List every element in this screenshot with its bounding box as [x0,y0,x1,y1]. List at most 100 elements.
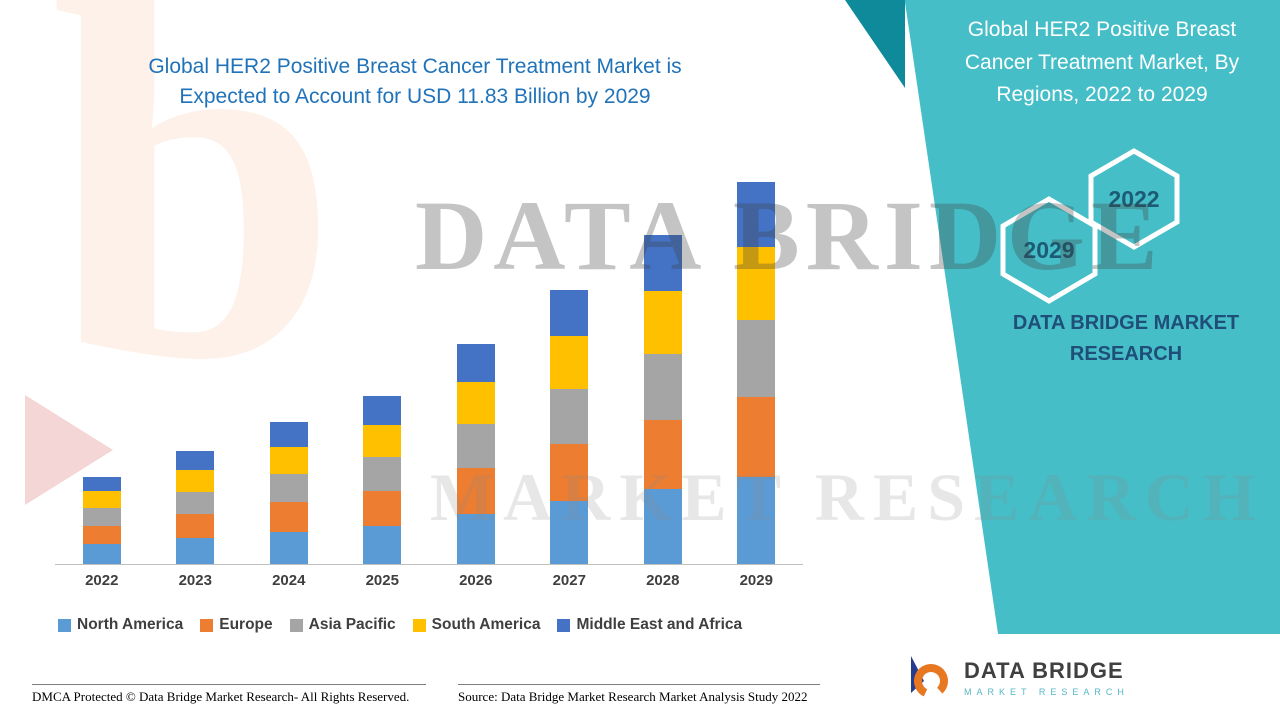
bar-column-2027 [523,175,617,564]
x-tick-label: 2024 [272,572,306,589]
bar-segment [643,420,682,490]
bar-segment [737,182,776,247]
x-tick-label: 2026 [459,572,493,589]
legend-label: North America [77,616,184,633]
source-note: Source: Data Bridge Market Research Mark… [458,684,820,705]
chart-title: Global HER2 Positive Breast Cancer Treat… [70,52,760,113]
panel-heading: Global HER2 Positive Breast Cancer Treat… [964,18,1240,107]
bar-segment [176,470,215,492]
bar-stack [643,234,682,564]
x-tick-label: 2025 [365,572,399,589]
legend-swatch [58,618,71,632]
bar-segment [363,457,402,491]
bar-stack [550,289,589,564]
year-badge-2022-label: 2022 [1108,185,1160,212]
bar-stack [737,182,776,564]
bar-stack [363,396,402,564]
chart-legend: North America Europe Asia Pacific South Ame… [58,616,838,634]
bar-segment [82,491,121,509]
legend-item: Europe [200,616,273,634]
x-axis-labels: 2022 2023 2024 2025 2026 2027 2028 2029 [55,572,803,589]
year-badge-2029-label: 2029 [1023,236,1075,263]
bar-segment [737,246,776,321]
bar-segment [550,388,589,444]
legend-label: Asia Pacific [308,616,396,633]
bar-segment [456,344,495,382]
bar-segment [176,491,215,515]
dmca-notice: DMCA Protected © Data Bridge Market Rese… [32,684,426,705]
bar-segment [456,513,495,564]
bar-segment [363,424,402,458]
bar-segment [176,538,215,564]
bar-segment [456,381,495,424]
bar-column-2023 [149,175,243,564]
bar-segment [269,502,308,532]
bar-segment [269,446,308,474]
bar-segment [269,531,308,564]
legend-swatch [289,618,303,632]
bar-segment [269,422,308,447]
year-badge-2029: 2029 [1000,196,1098,304]
x-tick-label: 2029 [739,572,773,589]
bar-segment [82,476,121,492]
legend-item: Asia Pacific [289,616,396,634]
bar-segment [643,234,682,291]
bar-segment [737,476,776,564]
bar-segment [82,525,121,544]
bar-segment [363,490,402,526]
bar-segment [550,443,589,502]
bar-segment [176,451,215,471]
bar-column-2022 [55,175,149,564]
bar-segment [82,508,121,526]
logo-name: DATA BRIDGE [964,657,1124,683]
bar-column-2026 [429,175,523,564]
bar-column-2029 [710,175,804,564]
bar-segment [456,423,495,468]
hexagon-outline-icon [1088,148,1180,250]
bar-segment [363,396,402,425]
bar-segment [550,501,589,564]
bar-column-2025 [336,175,430,564]
hexagon-outline-icon [1000,196,1098,304]
bar-column-2024 [242,175,336,564]
legend-item: Middle East and Africa [557,616,742,634]
bar-stack [82,476,121,564]
bar-column-2028 [616,175,710,564]
logo-tagline: MARKET RESEARCH [964,686,1129,697]
chart-title-line1: Global HER2 Positive Breast Cancer Treat… [148,55,682,78]
bar-segment [643,354,682,421]
x-tick-label: 2028 [646,572,680,589]
legend-item: North America [58,616,183,634]
logo-text: DATA BRIDGE MARKET RESEARCH [964,658,1129,697]
bar-segment [550,336,589,389]
legend-label: South America [431,616,541,633]
bar-segment [550,289,589,337]
legend-label: Europe [219,616,273,633]
legend-label: Middle East and Africa [576,616,743,633]
x-tick-label: 2027 [552,572,586,589]
bar-stack [269,422,308,564]
bar-stack [456,344,495,564]
bar-segment [269,473,308,503]
footer-logo: DATA BRIDGE MARKET RESEARCH [878,634,1280,720]
right-panel-accent-triangle [845,0,905,88]
databridge-logo-icon [911,656,948,698]
legend-swatch [412,618,426,632]
year-badge-2022: 2022 [1088,148,1180,250]
bar-segment [456,467,495,514]
panel-brand-text: DATA BRIDGE MARKET RESEARCH [1012,312,1240,365]
bar-segment [643,489,682,564]
chart-title-line2: Expected to Account for USD 11.83 Billio… [179,85,651,109]
legend-swatch [200,618,214,632]
bar-segment [82,544,121,564]
legend-swatch [557,618,571,632]
bar-segment [643,290,682,355]
bar-segment [176,514,215,539]
bar-chart [55,175,803,565]
bar-stack [176,451,215,564]
legend-item: South America [412,616,541,634]
bar-segment [737,396,776,477]
bar-segment [363,525,402,564]
x-tick-label: 2022 [85,572,119,589]
